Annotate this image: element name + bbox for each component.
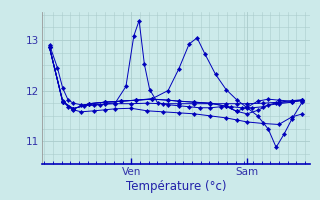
X-axis label: Température (°c): Température (°c) bbox=[126, 180, 226, 193]
